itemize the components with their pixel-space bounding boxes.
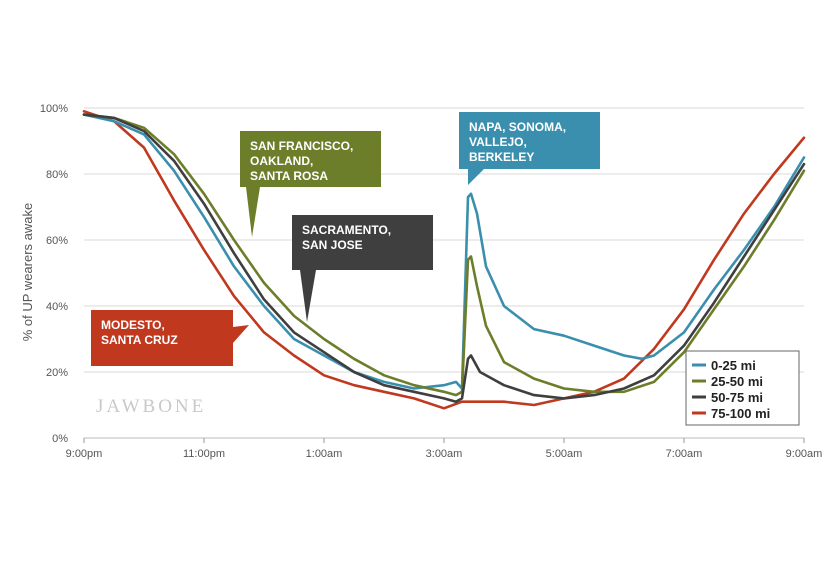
callout-pointer <box>468 169 484 185</box>
x-tick-label: 3:00am <box>426 448 463 460</box>
callout-text: SAN JOSE <box>302 238 363 252</box>
series-line-0-25 mi <box>82 113 806 390</box>
callout-box <box>459 112 600 169</box>
legend-label: 50-75 mi <box>711 390 763 405</box>
callout-box <box>292 215 433 270</box>
callout-text: BERKELEY <box>469 150 534 164</box>
callout-text: VALLEJO, <box>469 135 527 149</box>
callout-text: OAKLAND, <box>250 154 313 168</box>
callout-text: SANTA ROSA <box>250 169 328 183</box>
x-tick-label: 9:00am <box>786 448 823 460</box>
y-tick-label: 20% <box>46 367 68 379</box>
x-tick-label: 7:00am <box>666 448 703 460</box>
callout-box <box>91 310 233 366</box>
x-tick-label: 5:00am <box>546 448 583 460</box>
legend-label: 0-25 mi <box>711 358 756 373</box>
y-axis: 0% 20% 40% 60% 80% 100% <box>40 103 68 445</box>
x-tick-label: 1:00am <box>306 448 343 460</box>
callout-text: SANTA CRUZ <box>101 333 178 347</box>
callout-pointer <box>233 325 249 343</box>
series-line-75-100 mi <box>82 110 806 410</box>
jawbone-watermark: JAWBONE <box>96 396 206 417</box>
callout-pointer <box>300 270 316 322</box>
series-line-25-50 mi <box>82 113 806 397</box>
callouts: SAN FRANCISCO,OAKLAND,SANTA ROSASACRAMEN… <box>91 112 600 366</box>
callout-1: SACRAMENTO,SAN JOSE <box>292 215 433 322</box>
y-tick-label: 80% <box>46 169 68 181</box>
legend-label: 75-100 mi <box>711 406 770 421</box>
y-tick-label: 60% <box>46 235 68 247</box>
callout-pointer <box>246 187 260 237</box>
legend-label: 25-50 mi <box>711 374 763 389</box>
callout-3: MODESTO,SANTA CRUZ <box>91 310 249 366</box>
callout-0: SAN FRANCISCO,OAKLAND,SANTA ROSA <box>240 131 381 237</box>
callout-text: SACRAMENTO, <box>302 223 391 237</box>
callout-text: NAPA, SONOMA, <box>469 120 566 134</box>
callout-box <box>240 131 381 187</box>
series-line-50-75 mi <box>82 113 806 403</box>
x-axis: 9:00pm 11:00pm 1:00am 3:00am 5:00am 7:00am 9:0… <box>66 437 823 460</box>
x-tick-label: 11:00pm <box>183 448 225 460</box>
callout-text: MODESTO, <box>101 318 165 332</box>
y-tick-label: 100% <box>40 103 68 115</box>
callout-text: SAN FRANCISCO, <box>250 139 353 153</box>
y-axis-label: % of UP wearers awake <box>20 203 35 342</box>
series-lines <box>82 110 806 410</box>
y-tick-label: 0% <box>52 433 68 445</box>
y-tick-label: 40% <box>46 301 68 313</box>
x-tick-label: 9:00pm <box>66 448 103 460</box>
callout-2: NAPA, SONOMA,VALLEJO,BERKELEY <box>459 112 600 185</box>
